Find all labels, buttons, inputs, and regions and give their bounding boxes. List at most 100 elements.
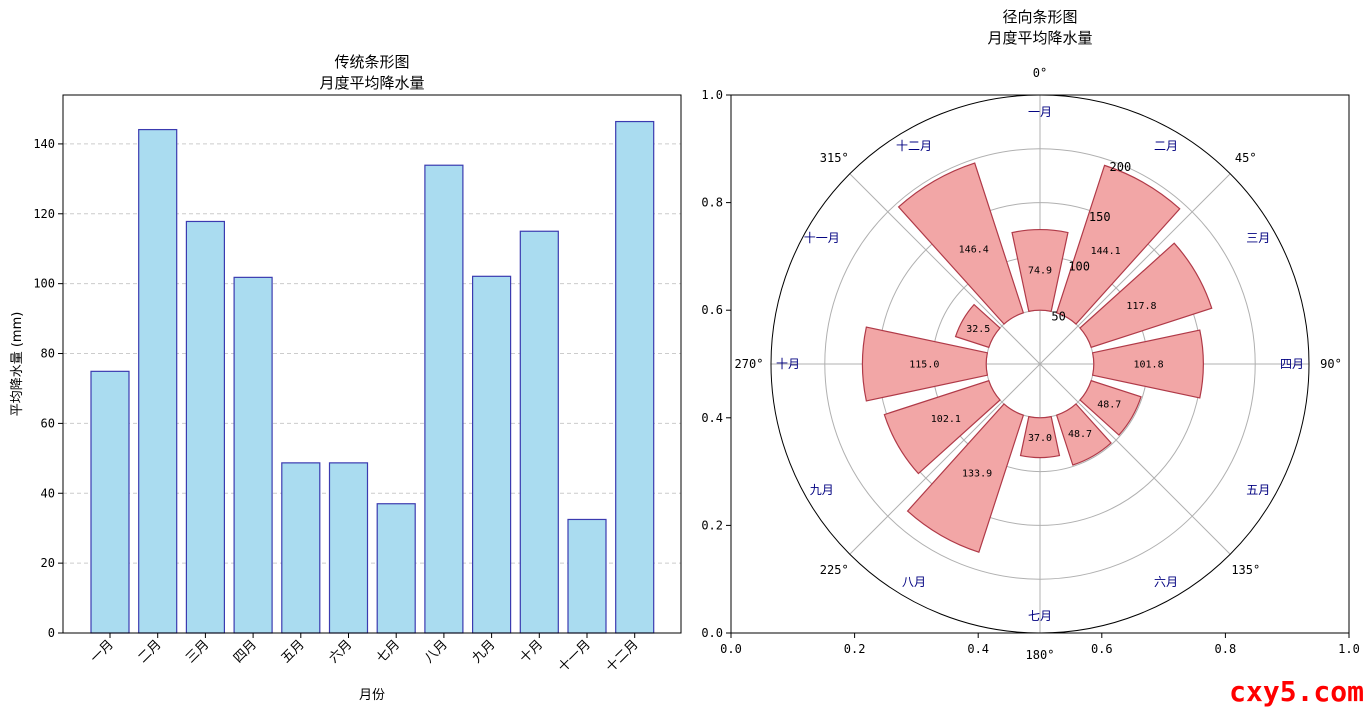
polar-angle-label: 0° [1033, 66, 1047, 80]
polar-angle-labels: 0° 45° 90° 135° 180° 225° 270° 315° [735, 66, 1342, 662]
bar-y-tick-label: 100 [33, 277, 55, 291]
polar-angle-label: 135° [1231, 563, 1260, 577]
polar-month-label: 四月 [1280, 357, 1304, 371]
polar-outer-circle [770, 94, 1310, 634]
polar-month-label: 十月 [776, 357, 800, 371]
polar-radial-label: 200 [1110, 160, 1132, 174]
polar-frame-x-label: 0.4 [967, 642, 989, 656]
watermark-logo: cxy5.com [1229, 675, 1364, 708]
bar-chart-title-line2: 月度平均降水量 [319, 74, 424, 92]
bar-x-tick-label: 一月 [88, 637, 117, 666]
polar-angle-label: 180° [1026, 648, 1055, 662]
polar-frame-y-label: 0.6 [701, 303, 723, 317]
polar-value-label: 146.4 [959, 245, 989, 256]
polar-value-label: 48.7 [1068, 429, 1092, 440]
bar-chart: 传统条形图 月度平均降水量 0 20 40 60 80 100 120 140 一月 二月 三月四… [10, 53, 682, 703]
bar-1 [90, 370, 130, 634]
bar-10 [519, 230, 559, 634]
polar-angle-label: 225° [820, 563, 849, 577]
polar-chart: 径向条形图 月度平均降水量 0.00.00.20.20.40.40.60.60.… [701, 8, 1360, 662]
polar-grid-spoke [1039, 363, 1231, 555]
polar-grid-spoke [1039, 173, 1231, 365]
bar-x-tick-label: 十月 [517, 637, 546, 666]
polar-bar-9 [883, 379, 1001, 475]
bar-y-axis-label: 平均降水量 (mm) [10, 312, 25, 417]
bar-x-ticks: 一月 二月 三月 四月 五月 六月 七月 八月 九月 十月 十一月 十二月 [88, 633, 642, 675]
bar-y-tick-label: 80 [41, 347, 55, 361]
polar-frame-x-label: 0.2 [844, 642, 866, 656]
polar-value-label: 102.1 [931, 414, 961, 425]
bar-7 [376, 503, 416, 634]
polar-month-label: 一月 [1028, 105, 1052, 119]
polar-frame-x-label: 1.0 [1338, 642, 1360, 656]
bar-y-tick-label: 0 [48, 626, 55, 640]
bar-x-tick-label: 七月 [374, 637, 403, 666]
bar-series [90, 120, 655, 634]
polar-frame-ticks: 0.0 0.0 0.2 0.2 0.4 0.4 0.6 0.6 0.8 0.8 1.0 1.0 [701, 88, 1360, 656]
polar-bar-1 [1011, 229, 1069, 313]
polar-month-label: 八月 [902, 575, 926, 589]
polar-value-label: 32.5 [966, 324, 990, 335]
bar-gridlines [63, 143, 681, 564]
polar-value-label: 37.0 [1028, 433, 1052, 444]
bar-x-tick-label: 四月 [231, 637, 260, 666]
polar-series [861, 162, 1213, 553]
polar-frame-y-label: 0.2 [701, 518, 723, 532]
polar-angle-label: 45° [1235, 151, 1257, 165]
bar-y-tick-label: 40 [41, 486, 55, 500]
bar-x-tick-label: 九月 [469, 637, 498, 666]
polar-month-label: 七月 [1028, 609, 1052, 623]
polar-bar-8 [906, 403, 1025, 553]
polar-value-label: 144.1 [1091, 246, 1121, 257]
bar-y-ticks: 0 20 40 60 80 100 120 140 [33, 137, 63, 640]
bar-8 [424, 164, 464, 634]
polar-month-label: 九月 [810, 483, 834, 497]
polar-value-label: 133.9 [962, 468, 992, 479]
bar-x-axis-label: 月份 [359, 688, 385, 703]
polar-month-label: 二月 [1154, 139, 1178, 153]
bar-12 [615, 120, 655, 634]
bar-x-tick-label: 六月 [326, 637, 355, 666]
bar-x-tick-label: 十二月 [603, 637, 641, 675]
polar-frame-x-label: 0.6 [1091, 642, 1113, 656]
polar-frame-y-label: 0.8 [701, 196, 723, 210]
polar-angle-label: 90° [1320, 357, 1342, 371]
bar-3 [185, 220, 225, 634]
polar-value-label: 101.8 [1134, 360, 1164, 371]
bar-4 [233, 276, 273, 634]
polar-radial-label: 100 [1068, 260, 1090, 274]
bar-y-tick-label: 60 [41, 416, 55, 430]
polar-value-label: 48.7 [1097, 400, 1121, 411]
polar-angle-label: 315° [820, 151, 849, 165]
polar-frame-y-label: 0.0 [701, 626, 723, 640]
bar-y-tick-label: 140 [33, 137, 55, 151]
polar-value-label: 115.0 [909, 360, 939, 371]
bar-x-tick-label: 二月 [136, 637, 165, 666]
polar-radial-label: 50 [1051, 309, 1065, 323]
bar-x-tick-label: 三月 [183, 637, 212, 666]
polar-grid-spoke [849, 173, 1041, 365]
bar-2 [138, 128, 178, 634]
polar-frame-y-label: 1.0 [701, 88, 723, 102]
polar-value-label: 74.9 [1028, 265, 1052, 276]
polar-month-label: 十二月 [896, 139, 932, 153]
polar-bar-10 [861, 326, 989, 402]
polar-month-label: 六月 [1154, 575, 1178, 589]
bar-y-tick-label: 20 [41, 556, 55, 570]
bar-9 [472, 275, 512, 634]
polar-month-label: 十一月 [804, 231, 840, 245]
bar-axes-frame [62, 94, 682, 634]
polar-value-label: 117.8 [1126, 301, 1156, 312]
polar-month-label: 三月 [1246, 231, 1270, 245]
bar-6 [328, 462, 369, 634]
polar-frame-y-label: 0.4 [701, 411, 723, 425]
bar-y-tick-label: 120 [33, 207, 55, 221]
polar-bar-5 [1079, 379, 1142, 436]
polar-gridlines [771, 95, 1309, 633]
bar-chart-title-line1: 传统条形图 [334, 53, 409, 71]
polar-angle-label: 270° [735, 357, 764, 371]
polar-bar-6 [1055, 403, 1112, 466]
polar-month-label: 五月 [1246, 483, 1270, 497]
